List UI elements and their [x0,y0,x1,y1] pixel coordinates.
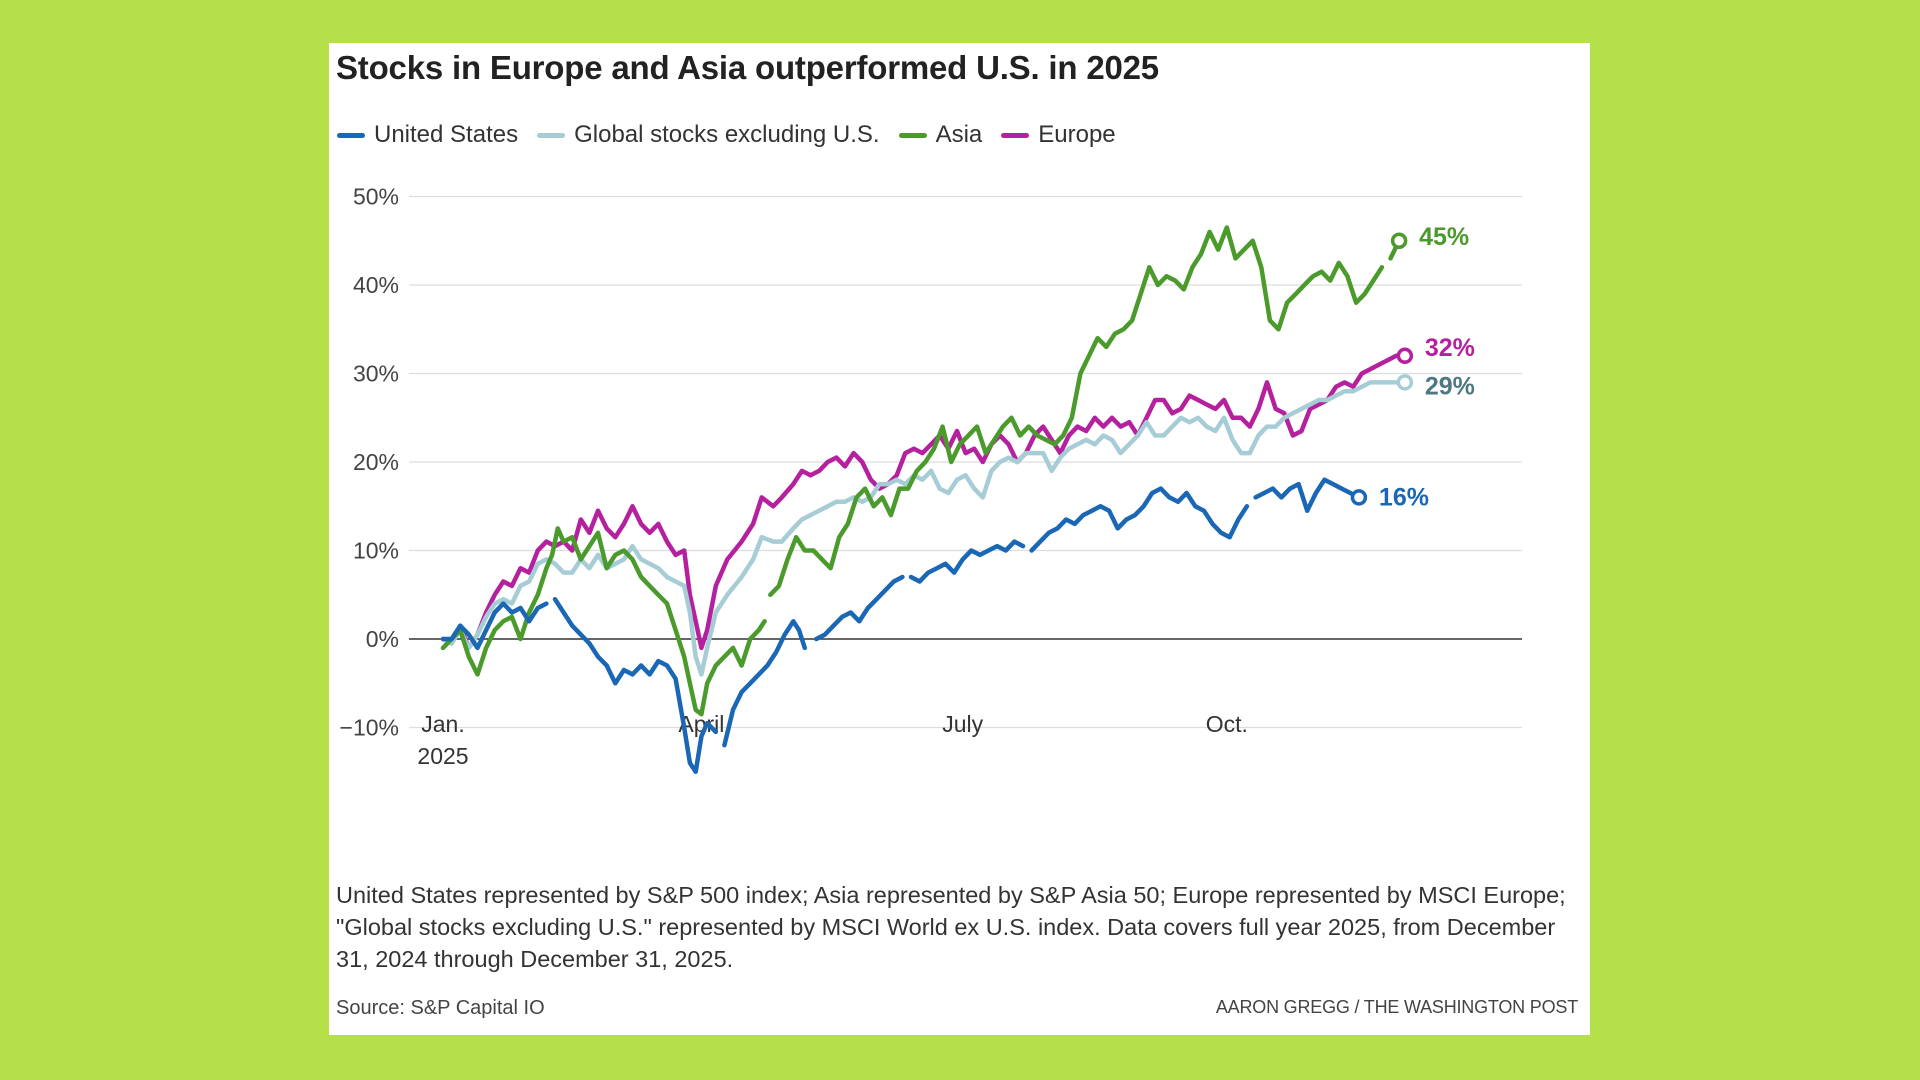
y-tick-label: 0% [366,626,399,652]
end-label-global-stocks-excluding-u-s: 29% [1425,372,1475,400]
legend-swatch-global-ex-us [537,132,566,138]
y-tick-label: 30% [353,361,399,387]
end-marker-europe [1396,347,1414,365]
x-tick-sublabel: 2025 [417,743,468,769]
end-labels: 32% 29% 45% 16% [1379,223,1475,512]
source-line: Source: S&P Capital IO [336,997,545,1019]
legend-label: Asia [935,121,983,148]
y-tick-label: −10% [340,715,399,741]
legend: United States Global stocks excluding U.… [337,121,1135,149]
legend-swatch-united-states [337,132,365,138]
x-tick-label: Oct. [1206,711,1248,737]
gridlines [409,195,1522,729]
x-tick-label: July [942,711,983,737]
legend-label: Global stocks excluding U.S. [574,121,880,148]
legend-item-europe: Europe [1001,121,1116,149]
y-tick-label: 20% [353,449,399,475]
chart-title: Stocks in Europe and Asia outperformed U… [336,49,1159,86]
legend-swatch-europe [1001,132,1030,138]
legend-item-asia: Asia [898,121,983,149]
legend-swatch-asia [898,132,927,138]
y-tick-label: 50% [353,184,399,210]
chart-card: Stocks in Europe and Asia outperformed U… [329,43,1590,1035]
credit-line: AARON GREGG / THE WASHINGTON POST [1215,997,1578,1017]
legend-label: United States [374,121,519,148]
series-line-united-states [440,477,1362,775]
end-marker-united-states [1350,489,1368,506]
end-label-asia: 45% [1419,223,1469,251]
legend-item-global-ex-us: Global stocks excluding U.S. [537,121,880,149]
x-tick-label: Jan. [421,711,464,737]
y-tick-label: 40% [353,272,399,298]
y-tick-label: 10% [353,538,399,564]
legend-label: Europe [1038,121,1116,148]
chart-note: United States represented by S&P 500 ind… [336,882,1566,972]
y-axis-labels: 50% 40% 30% 20% 10% 0% −10% [340,184,399,741]
end-marker-global-stocks-excluding-u-s [1396,374,1414,391]
legend-item-united-states: United States [337,121,518,149]
series-line-global-stocks-excluding-u-s [440,380,1408,677]
end-label-europe: 32% [1425,334,1475,362]
end-label-united-states: 16% [1379,483,1429,511]
end-marker-asia [1390,232,1408,249]
series-line-europe [440,353,1408,651]
series-lines [440,225,1414,775]
